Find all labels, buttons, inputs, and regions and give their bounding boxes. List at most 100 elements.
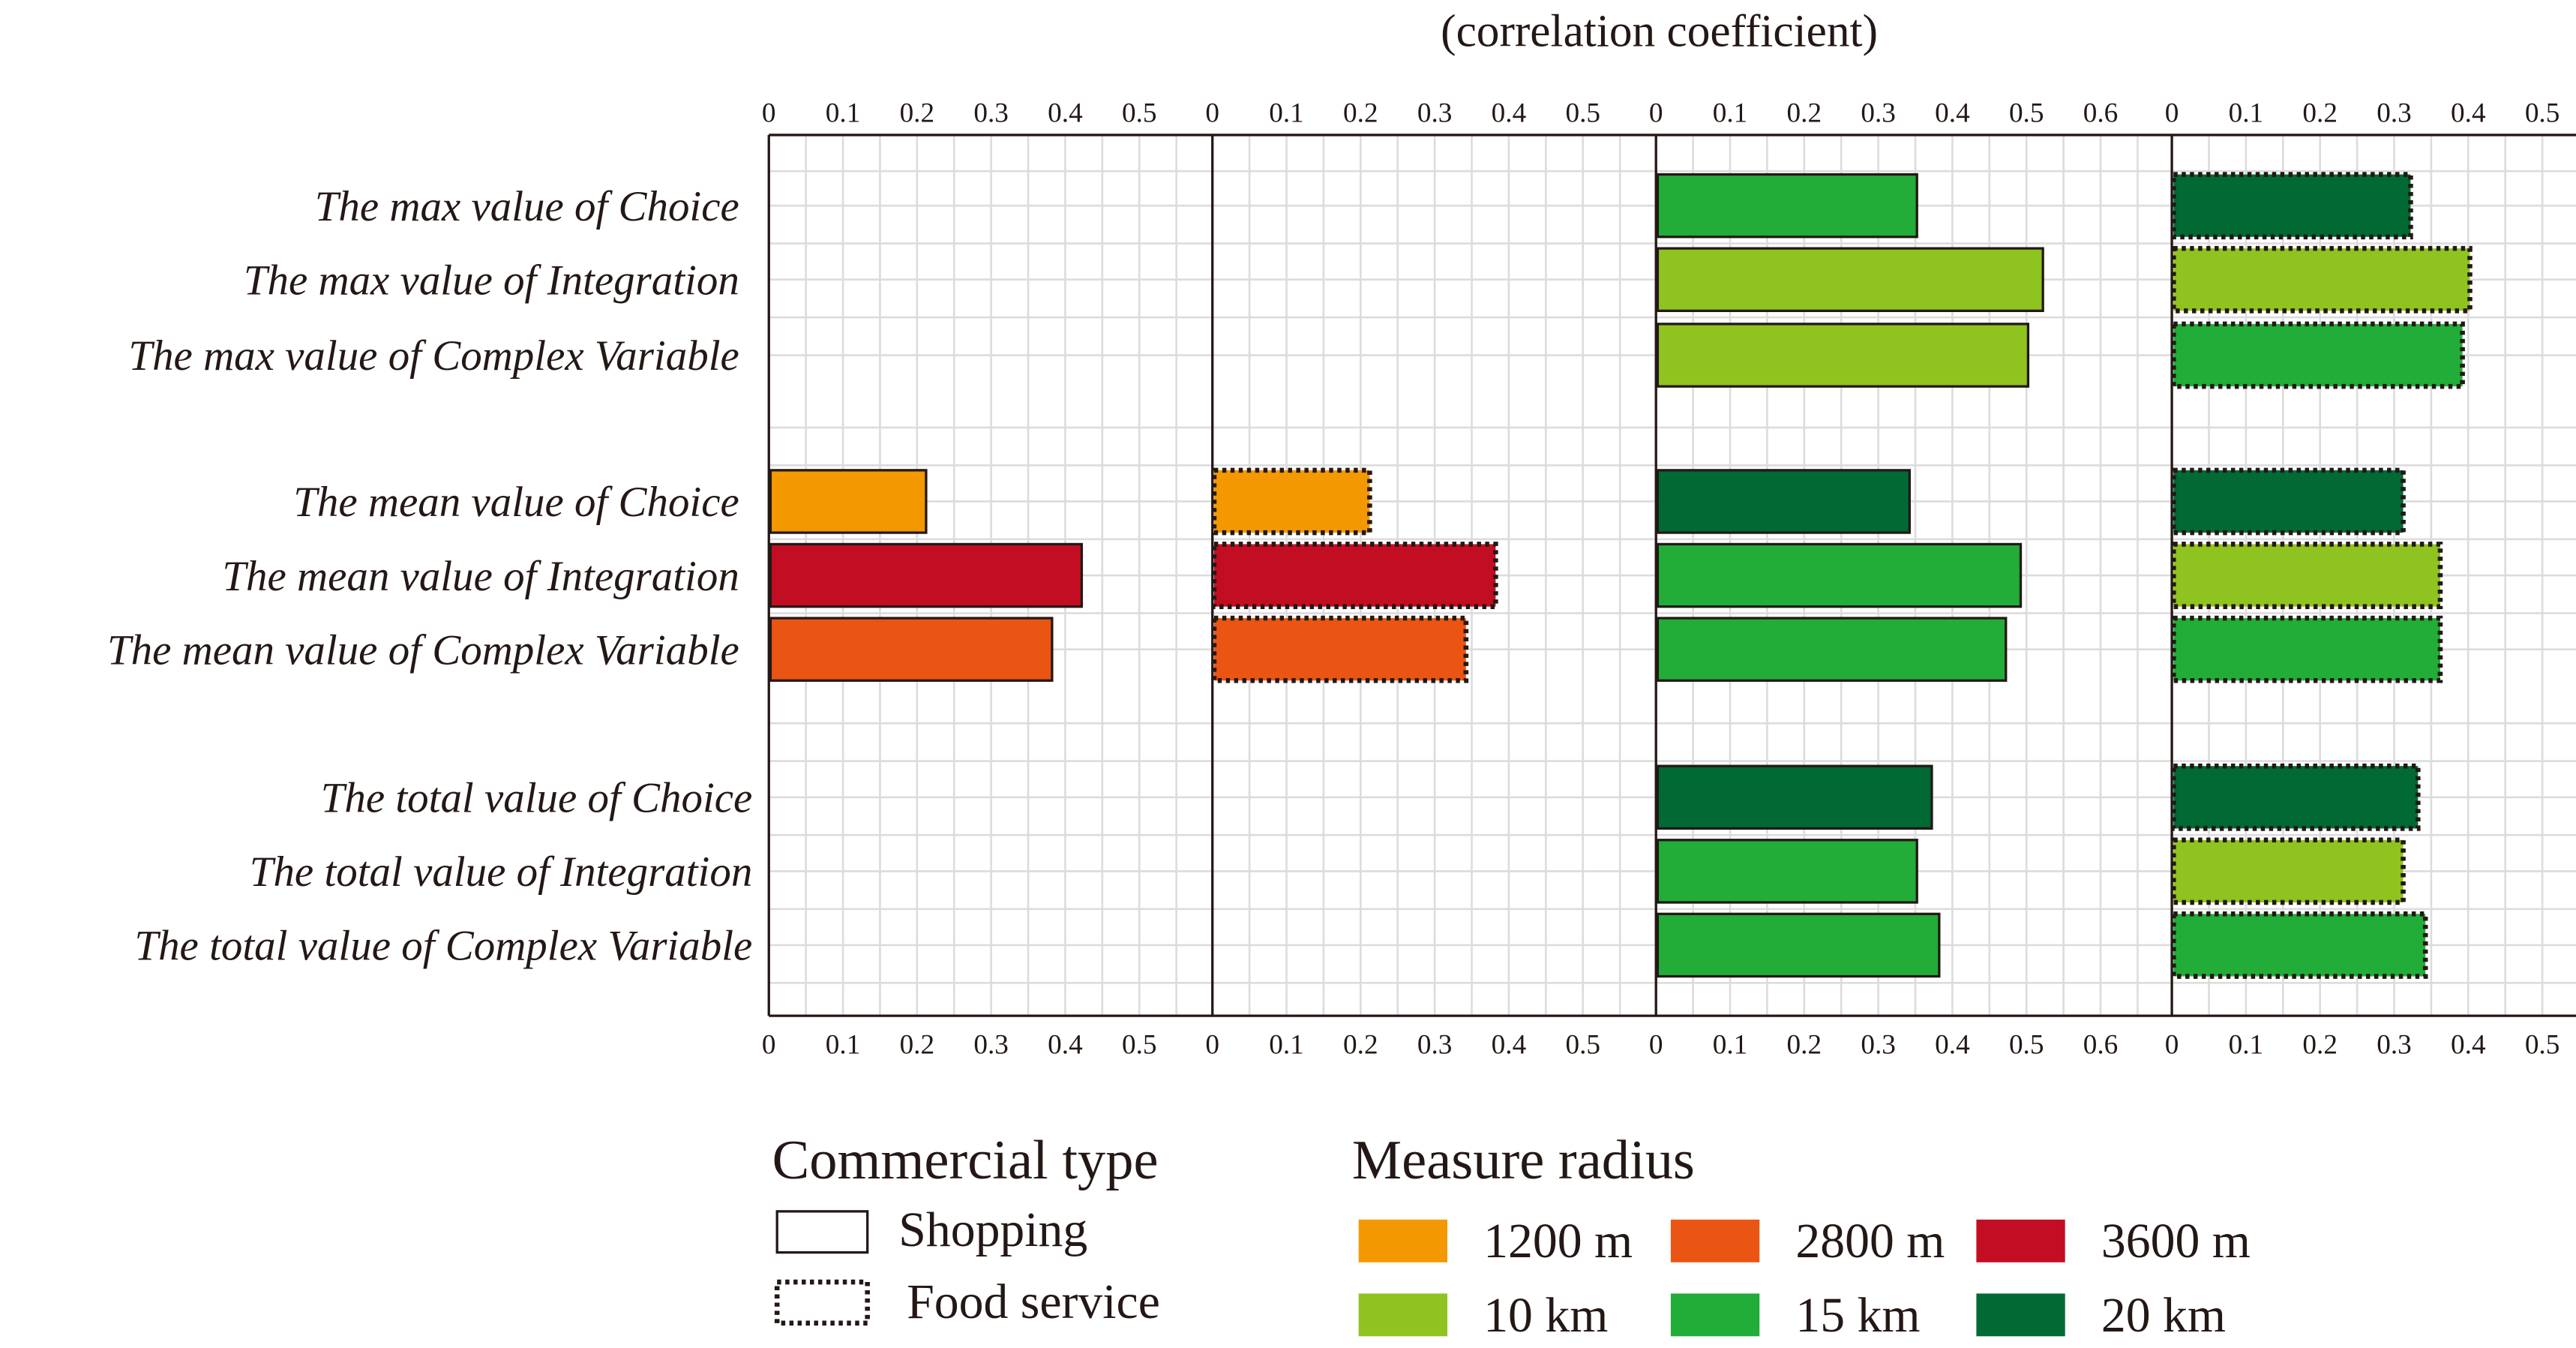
bar	[1656, 323, 2030, 388]
x-tick-label-top: 0.1	[826, 98, 861, 128]
x-tick-label-top: 0.4	[1048, 98, 1083, 128]
x-tick-label-top: 0.5	[1122, 98, 1157, 128]
x-tick-label-top: 0	[1205, 98, 1219, 128]
x-tick-label-bottom: 0.5	[1565, 1030, 1600, 1061]
bar	[769, 617, 1054, 682]
legend-label-shopping: Shopping	[898, 1202, 1087, 1257]
bar	[1656, 469, 1911, 534]
legend-swatch	[1670, 1219, 1760, 1262]
x-tick-label-top: 0.3	[2377, 98, 2412, 128]
x-tick-label-bottom: 0.4	[1935, 1030, 1970, 1061]
legend-swatch	[1358, 1293, 1447, 1337]
x-tick-label-bottom: 0.5	[2009, 1030, 2044, 1061]
legend-swatch-shopping	[775, 1210, 869, 1254]
category-label: The total value of Complex Variable	[134, 923, 752, 970]
x-tick-label-top: 0.3	[1861, 98, 1896, 128]
legend-label-food-service: Food service	[907, 1274, 1160, 1329]
x-tick-label-top: 0.2	[2302, 98, 2338, 128]
category-label: The max value of Complex Variable	[128, 332, 739, 380]
bar	[2170, 763, 2421, 831]
x-tick-label-top: 0.2	[1787, 98, 1822, 128]
legend-label: 10 km	[1483, 1288, 1608, 1343]
x-tick-label-top: 0	[762, 98, 776, 128]
bar	[769, 469, 928, 534]
x-tick-label-top: 0.6	[2083, 98, 2119, 128]
legend-label: 20 km	[2101, 1288, 2226, 1343]
bar	[2170, 467, 2406, 536]
x-tick-label-top: 0.5	[1565, 98, 1600, 128]
bar	[1656, 173, 1918, 239]
x-tick-label-bottom: 0.3	[2377, 1030, 2412, 1061]
legend-swatch	[1976, 1219, 2065, 1262]
bar	[1211, 615, 1469, 683]
legend-label: 15 km	[1795, 1288, 1920, 1343]
category-label: The max value of Integration	[244, 257, 739, 304]
legend-swatch	[1670, 1293, 1760, 1337]
x-tick-label-bottom: 0	[1649, 1030, 1663, 1061]
category-label: The max value of Choice	[315, 183, 739, 230]
bar	[2170, 911, 2428, 979]
x-tick-label-bottom: 0.1	[826, 1030, 861, 1061]
bar	[2170, 837, 2406, 905]
x-tick-label-top: 0.3	[973, 98, 1009, 128]
legend-swatch-food-service	[774, 1279, 870, 1326]
category-label: The total value of Integration	[250, 848, 753, 896]
x-tick-label-bottom: 0.2	[900, 1030, 935, 1061]
legend-swatch	[1358, 1219, 1447, 1262]
bar	[2170, 615, 2443, 683]
x-tick-label-bottom: 0.3	[1861, 1030, 1896, 1061]
bar	[2170, 542, 2443, 609]
legend-swatch	[1976, 1293, 2065, 1337]
chart-title: (correlation coefficient)	[1441, 6, 1878, 57]
bar	[1656, 764, 1933, 830]
x-tick-label-bottom: 0.3	[1417, 1030, 1453, 1061]
x-tick-label-bottom: 0.5	[2525, 1030, 2560, 1061]
legend-label: 2800 m	[1795, 1214, 1945, 1268]
x-tick-label-bottom: 0.1	[1713, 1030, 1748, 1061]
x-tick-label-bottom: 0	[762, 1030, 776, 1061]
x-tick-label-top: 0.2	[1343, 98, 1378, 128]
x-tick-label-bottom: 0.1	[1269, 1030, 1304, 1061]
x-tick-label-bottom: 0.2	[2302, 1030, 2338, 1061]
x-tick-label-top: 0.1	[1713, 98, 1748, 128]
x-tick-label-bottom: 0.4	[2451, 1030, 2486, 1061]
category-label: The mean value of Integration	[222, 553, 739, 600]
x-tick-label-bottom: 0.4	[1492, 1030, 1527, 1061]
bar	[2170, 172, 2413, 240]
x-tick-label-top: 0.1	[2229, 98, 2264, 128]
x-tick-label-top: 0.5	[2009, 98, 2044, 128]
bar	[1656, 839, 1918, 904]
bar	[1211, 542, 1498, 609]
bar	[769, 542, 1084, 608]
x-tick-label-top: 0.4	[1492, 98, 1527, 128]
x-tick-label-bottom: 0.3	[973, 1030, 1009, 1061]
x-tick-label-bottom: 0.2	[1343, 1030, 1378, 1061]
category-label: The mean value of Choice	[293, 479, 739, 526]
x-tick-label-top: 0.2	[900, 98, 935, 128]
x-tick-label-bottom: 0.2	[1787, 1030, 1822, 1061]
bar	[2170, 245, 2473, 314]
x-tick-label-top: 0.3	[1417, 98, 1453, 128]
category-label: The mean value of Complex Variable	[107, 626, 739, 674]
x-tick-label-bottom: 0.5	[1122, 1030, 1157, 1061]
bar	[2170, 321, 2465, 389]
x-tick-label-top: 0.5	[2525, 98, 2560, 128]
legend-measure-radius-title: Measure radius	[1352, 1130, 1695, 1191]
bar	[1656, 912, 1941, 978]
x-tick-label-bottom: 0.4	[1048, 1030, 1083, 1061]
x-tick-label-top: 0.4	[1935, 98, 1970, 128]
x-tick-label-top: 0	[1649, 98, 1663, 128]
x-tick-label-top: 0.4	[2451, 98, 2486, 128]
bar	[1211, 467, 1372, 536]
bar	[1656, 247, 2044, 313]
x-tick-label-bottom: 0.1	[2229, 1030, 2264, 1061]
bar	[1656, 617, 2008, 682]
legend-commercial-type-title: Commercial type	[772, 1130, 1159, 1191]
x-tick-label-bottom: 0	[2165, 1030, 2179, 1061]
bar	[1656, 542, 2023, 608]
legend-label: 1200 m	[1483, 1214, 1633, 1268]
x-tick-label-top: 0.1	[1269, 98, 1304, 128]
category-label: The total value of Choice	[321, 775, 753, 822]
x-tick-label-bottom: 0	[1205, 1030, 1219, 1061]
